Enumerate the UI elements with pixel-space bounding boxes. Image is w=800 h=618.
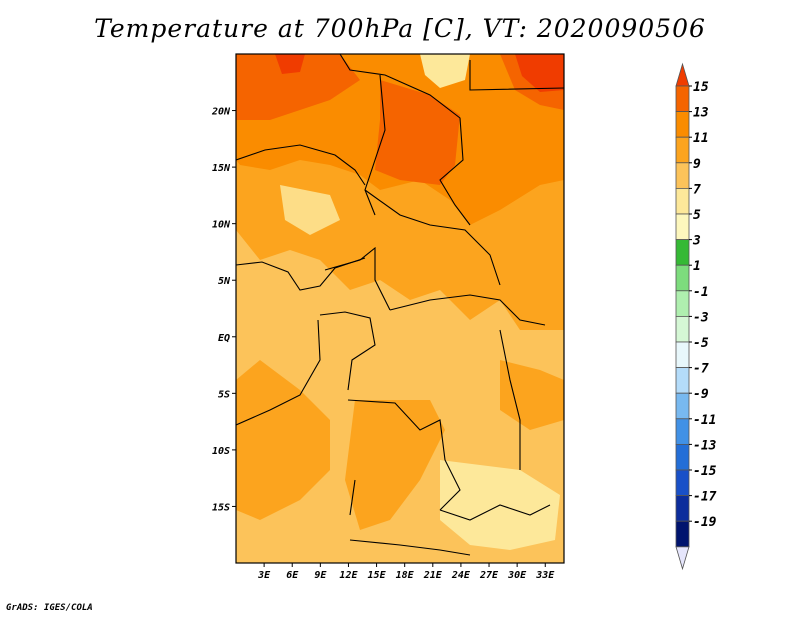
colorbar-swatch: [675, 495, 690, 522]
colorbar-label: 3: [692, 234, 701, 249]
lat-tick-label: 10S: [212, 446, 230, 457]
map-title: Temperature at 700hPa [C], VT: 202009050…: [94, 14, 706, 43]
lat-tick-label: 5N: [218, 276, 231, 287]
lat-tick-label: EQ: [218, 333, 230, 344]
colorbar-label: -3: [693, 310, 709, 325]
colorbar-label: -7: [693, 362, 709, 377]
temperature-field: [236, 54, 564, 563]
colorbar-swatch: [675, 239, 690, 266]
colorbar-swatch: [675, 136, 690, 164]
lon-tick-label: 9E: [314, 570, 327, 581]
colorbar-swatch: [675, 162, 690, 189]
colorbar-label: 5: [693, 208, 701, 223]
colorbar-label: -1: [693, 285, 709, 300]
colorbar-label: 11: [693, 131, 709, 146]
lat-tick-label: 10N: [212, 220, 231, 231]
lon-tick-label: 18E: [396, 570, 415, 581]
lon-tick-label: 3E: [257, 570, 271, 581]
colorbar-swatch: [675, 392, 690, 420]
longitude-axis: 3E 6E 9E 12E 15E 18E 21E 24E 27E 30E 33E: [257, 563, 555, 581]
colorbar-swatch: [675, 546, 690, 571]
colorbar-label: -17: [693, 490, 717, 505]
map-frame: [235, 53, 565, 564]
colorbar-label: -11: [693, 413, 716, 428]
colorbar-swatch: [675, 341, 690, 369]
colorbar-label: 1: [693, 259, 701, 274]
colorbar-label: -13: [693, 438, 717, 453]
lon-tick-label: 21E: [423, 570, 443, 581]
lat-tick-label: 15S: [212, 502, 230, 513]
colorbar: 15 13 11 9 7 5 3 1 -1 -3 -5 -7 -9 -11 -13 -15 -17 -19: [675, 62, 717, 571]
colorbar-swatch: [675, 264, 690, 292]
colorbar-swatch: [675, 469, 690, 497]
colorbar-swatch: [675, 62, 690, 87]
lon-tick-label: 24E: [451, 570, 471, 581]
colorbar-swatch: [675, 520, 690, 548]
lat-tick-label: 5S: [218, 389, 230, 400]
lon-tick-label: 15E: [368, 570, 387, 581]
grads-credit: GrADS: IGES/COLA: [6, 603, 93, 613]
lon-tick-label: 6E: [286, 570, 299, 581]
colorbar-label: 7: [693, 182, 701, 197]
colorbar-swatch: [675, 418, 690, 445]
lon-tick-label: 27E: [479, 570, 499, 581]
lat-tick-label: 20N: [211, 107, 231, 118]
colorbar-swatch: [675, 187, 690, 215]
colorbar-swatch: [675, 443, 690, 471]
colorbar-label: 15: [693, 80, 709, 95]
lat-tick-label: 15N: [212, 163, 231, 174]
lon-tick-label: 12E: [339, 570, 358, 581]
lon-tick-label: 30E: [507, 570, 527, 581]
colorbar-swatch: [675, 111, 690, 138]
colorbar-label: 13: [693, 106, 709, 121]
colorbar-swatch: [675, 367, 690, 394]
colorbar-label: -5: [693, 336, 709, 351]
colorbar-label: 9: [693, 157, 701, 172]
colorbar-swatch: [675, 290, 690, 317]
colorbar-swatch: [675, 85, 690, 113]
latitude-axis: 20N 15N 10N 5N EQ 5S 10S 15S: [211, 107, 236, 513]
country-borders: [236, 54, 564, 556]
colorbar-label: -15: [693, 464, 717, 479]
lon-tick-label: 33E: [535, 570, 555, 581]
colorbar-label: -9: [693, 387, 709, 402]
colorbar-label: -19: [693, 515, 717, 530]
colorbar-swatch: [675, 315, 690, 343]
colorbar-swatch: [675, 213, 690, 241]
